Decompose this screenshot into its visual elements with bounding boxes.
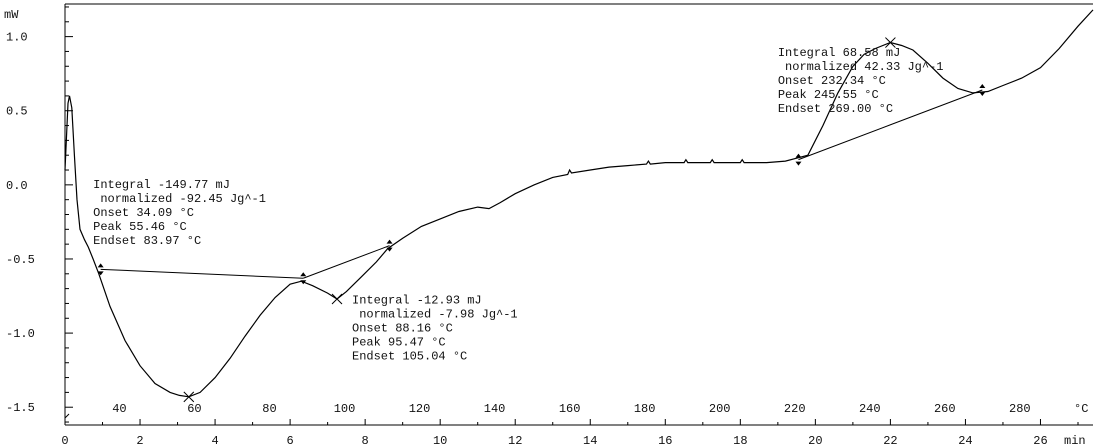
temperature-tick-label: 280 <box>1009 402 1031 416</box>
annotation-line: normalized 42.33 Jg^-1 <box>778 60 944 74</box>
peak-marker <box>183 391 195 403</box>
x-tick-label: 16 <box>658 434 672 448</box>
limit-marker-up <box>386 239 393 244</box>
limit-marker-up <box>97 263 104 268</box>
y-tick-label: -1.0 <box>6 327 35 341</box>
x-tick-label: 12 <box>508 434 522 448</box>
temperature-tick-label: 200 <box>709 402 731 416</box>
limit-marker-down <box>300 280 307 285</box>
y-tick-label: 1.0 <box>6 31 28 45</box>
annotation-line: Endset 83.97 °C <box>93 234 201 248</box>
limit-marker-up <box>979 83 986 88</box>
limit-marker-down <box>979 91 986 96</box>
temperature-tick-label: 160 <box>559 402 581 416</box>
y-unit-label: mW <box>4 8 19 22</box>
annotations: Integral -149.77 mJ normalized -92.45 Jg… <box>93 46 943 364</box>
annotation-line: Peak 95.47 °C <box>352 335 446 349</box>
temperature-tick-label: 80 <box>262 402 276 416</box>
limit-marker-up <box>300 272 307 277</box>
limit-marker-up <box>795 153 802 158</box>
annotation-line: Integral -12.93 mJ <box>352 293 482 307</box>
annotation-block: Integral -149.77 mJ normalized -92.45 Jg… <box>93 178 266 248</box>
x-tick-label: 14 <box>583 434 597 448</box>
temperature-axis-start <box>64 413 70 419</box>
x-tick-label: 0 <box>61 434 68 448</box>
x-tick-label: 20 <box>808 434 822 448</box>
x-unit-label: min <box>1064 434 1086 448</box>
annotation-block: Integral 68.58 mJ normalized 42.33 Jg^-1… <box>778 46 944 116</box>
x-tick-label: 24 <box>958 434 972 448</box>
peak-marker <box>885 37 896 48</box>
y-tick-label: -1.5 <box>6 401 35 415</box>
limit-marker-down <box>386 247 393 252</box>
baseline-segment <box>100 268 304 279</box>
markers <box>97 37 986 403</box>
dsc-curve <box>64 9 1094 398</box>
y-tick-label: -0.5 <box>6 253 35 267</box>
temperature-tick-label: 240 <box>859 402 881 416</box>
y-axis: 1.0 0.5 0.0 -0.5 -1.0 -1.5 <box>6 6 73 423</box>
x-tick-label: 26 <box>1033 434 1047 448</box>
temperature-unit-label: °C <box>1074 402 1088 416</box>
temperature-tick-label: 100 <box>334 402 356 416</box>
x-tick-label: 8 <box>362 434 369 448</box>
temperature-tick-label: 140 <box>484 402 506 416</box>
peak-marker <box>331 293 343 305</box>
annotation-block: Integral -12.93 mJ normalized -7.98 Jg^-… <box>352 293 518 363</box>
annotation-line: Peak 55.46 °C <box>93 220 187 234</box>
temperature-tick-label: 60 <box>187 402 201 416</box>
annotation-line: Onset 232.34 °C <box>778 74 886 88</box>
x-tick-label: 4 <box>211 434 218 448</box>
x-tick-label: 2 <box>136 434 143 448</box>
temperature-tick-label: 120 <box>409 402 431 416</box>
temperature-tick-label: 260 <box>934 402 956 416</box>
x-axis-temperature: 40 60 80 100 120 140 160 180 200 220 240 260 280 <box>64 402 1031 419</box>
y-tick-label: 0.5 <box>6 105 28 119</box>
annotation-line: Integral 68.58 mJ <box>778 46 900 60</box>
annotation-line: normalized -7.98 Jg^-1 <box>352 307 518 321</box>
y-tick-label: 0.0 <box>6 179 28 193</box>
limit-marker-down <box>97 271 104 276</box>
baseline-segment <box>303 245 390 279</box>
heat-flow-line <box>64 9 1094 398</box>
annotation-line: Endset 269.00 °C <box>778 102 893 116</box>
baselines <box>100 89 983 279</box>
annotation-line: Peak 245.55 °C <box>778 88 879 102</box>
annotation-line: Endset 105.04 °C <box>352 349 467 363</box>
x-tick-label: 6 <box>287 434 294 448</box>
x-tick-label: 22 <box>883 434 897 448</box>
annotation-line: normalized -92.45 Jg^-1 <box>93 192 266 206</box>
temperature-tick-label: 180 <box>634 402 656 416</box>
x-tick-label: 10 <box>433 434 447 448</box>
temperature-tick-label: 40 <box>112 402 126 416</box>
temperature-tick-label: 220 <box>784 402 806 416</box>
annotation-line: Onset 34.09 °C <box>93 206 194 220</box>
baseline-segment <box>798 89 983 161</box>
x-tick-label: 18 <box>733 434 747 448</box>
annotation-line: Integral -149.77 mJ <box>93 178 230 192</box>
limit-marker-down <box>795 161 802 166</box>
x-axis-time: 0 2 4 6 8 10 12 14 16 18 20 22 24 26 <box>61 419 1079 448</box>
annotation-line: Onset 88.16 °C <box>352 321 453 335</box>
